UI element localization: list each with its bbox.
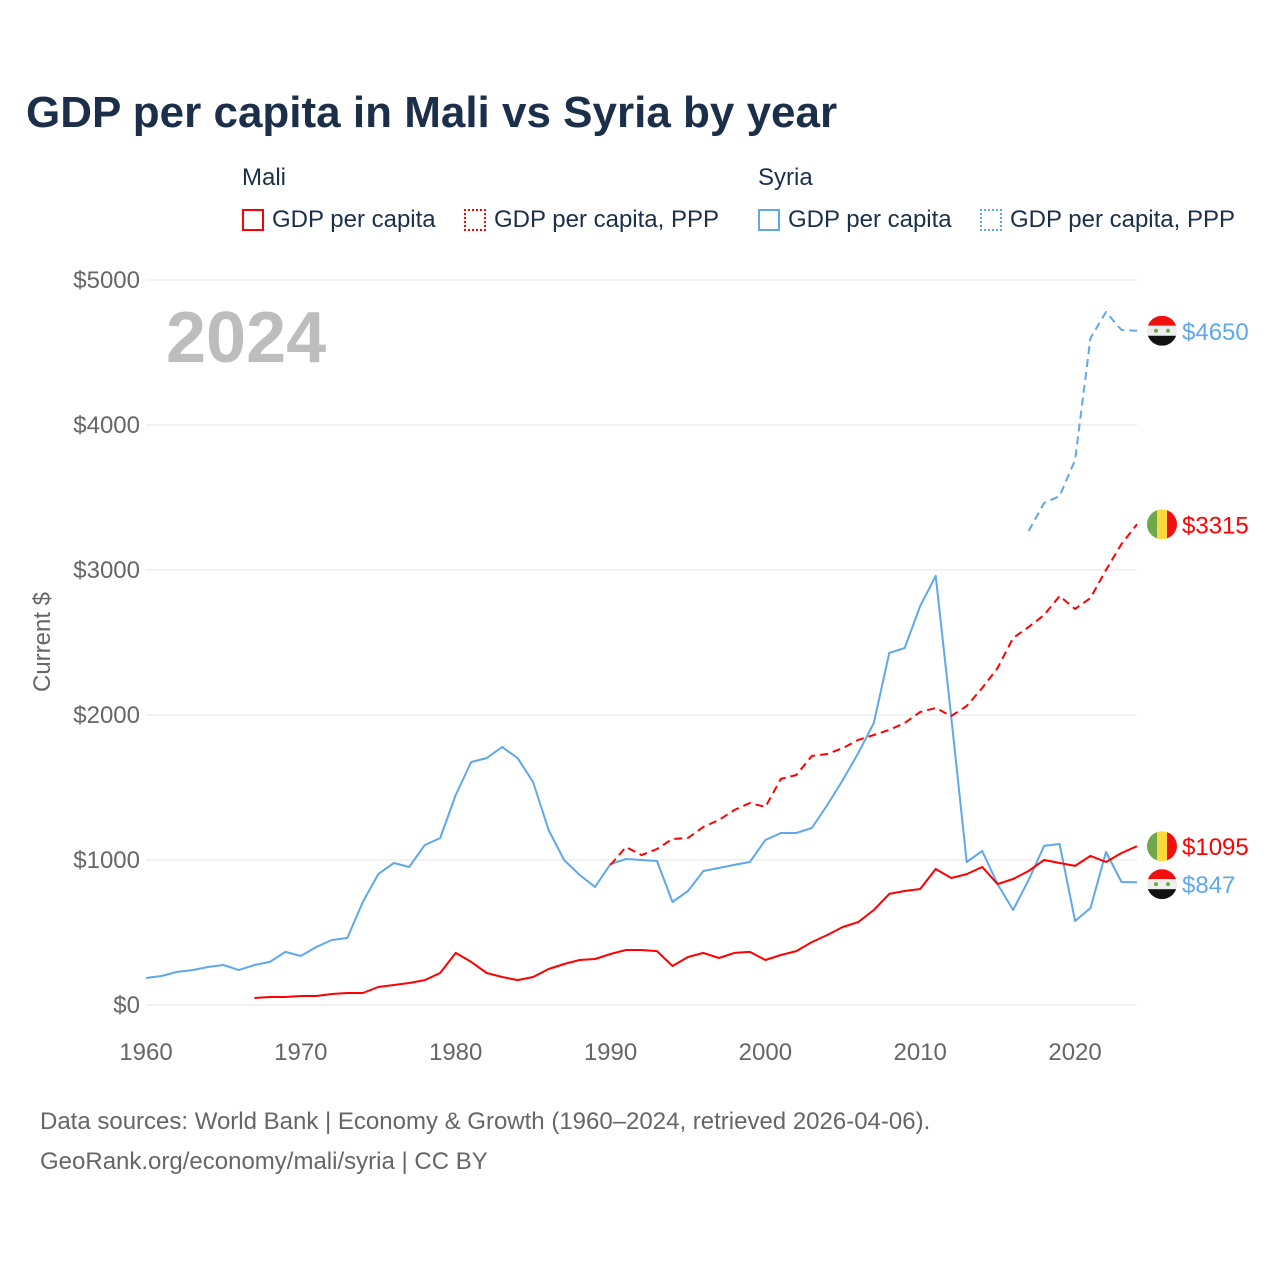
legend-mali-gdp[interactable]: GDP per capita xyxy=(242,206,436,234)
syria-flag-icon xyxy=(1147,869,1177,900)
legend-swatch-dotted xyxy=(464,209,486,231)
legend-label: GDP per capita xyxy=(272,206,436,233)
x-tick-label: 2010 xyxy=(894,1039,947,1066)
legend-syria-gdp[interactable]: GDP per capita xyxy=(758,206,952,234)
series-line-syria-gdp-per-capita xyxy=(145,574,1138,979)
mali-flag-icon xyxy=(1147,831,1177,862)
source-text: Data sources: World Bank | Economy & Gro… xyxy=(40,1108,931,1135)
series-line-mali-gdp-per-capita xyxy=(254,845,1138,999)
y-tick-label: $4000 xyxy=(73,412,140,439)
x-tick-label: 1980 xyxy=(429,1039,482,1066)
year-watermark: 2024 xyxy=(166,298,326,378)
y-tick-label: $5000 xyxy=(73,267,140,294)
chart-title: GDP per capita in Mali vs Syria by year xyxy=(26,88,838,137)
legend-label: GDP per capita xyxy=(788,206,952,233)
legend-swatch-solid xyxy=(758,209,780,231)
legend-label: GDP per capita, PPP xyxy=(1010,206,1235,233)
y-tick-label: $0 xyxy=(113,992,140,1019)
legend-mali-ppp[interactable]: GDP per capita, PPP xyxy=(464,206,719,234)
y-tick-label: $1000 xyxy=(73,847,140,874)
x-tick-label: 2020 xyxy=(1048,1039,1101,1066)
syria-flag-icon xyxy=(1147,315,1177,346)
x-tick-label: 1990 xyxy=(584,1039,637,1066)
end-value-label: $1095 xyxy=(1182,834,1249,861)
series-line-syria-gdp-per-capita-ppp xyxy=(1027,311,1138,532)
legend-swatch-solid xyxy=(242,209,264,231)
legend-group-mali: Mali xyxy=(242,164,287,191)
x-tick-label: 2000 xyxy=(739,1039,792,1066)
end-value-label: $3315 xyxy=(1182,512,1249,539)
x-tick-label: 1970 xyxy=(274,1039,327,1066)
legend-group-syria: Syria xyxy=(758,164,813,191)
end-value-label: $4650 xyxy=(1182,319,1249,346)
series-line-mali-gdp-per-capita-ppp xyxy=(609,523,1138,866)
source-link[interactable]: GeoRank.org/economy/mali/syria | CC BY xyxy=(40,1148,488,1175)
y-axis-label: Current $ xyxy=(29,592,56,692)
end-value-label: $847 xyxy=(1182,872,1235,899)
y-tick-label: $3000 xyxy=(73,557,140,584)
legend-swatch-dotted xyxy=(980,209,1002,231)
mali-flag-icon xyxy=(1147,509,1177,540)
x-tick-label: 1960 xyxy=(119,1039,172,1066)
y-tick-label: $2000 xyxy=(73,702,140,729)
legend-syria-ppp[interactable]: GDP per capita, PPP xyxy=(980,206,1235,234)
legend-label: GDP per capita, PPP xyxy=(494,206,719,233)
